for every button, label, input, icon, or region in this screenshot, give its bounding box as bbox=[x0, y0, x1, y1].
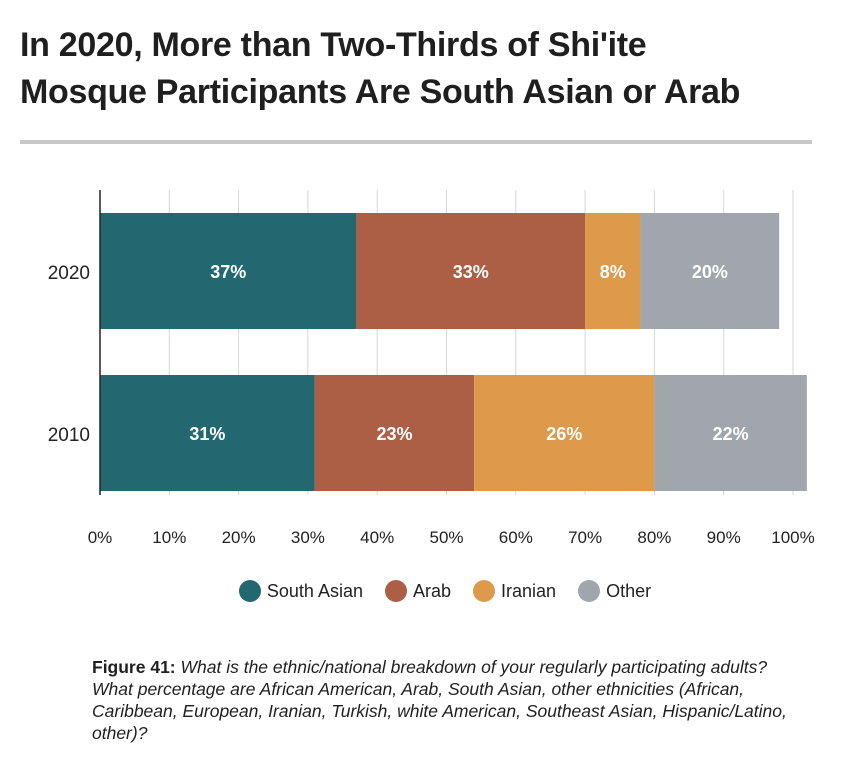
x-tick-label: 40% bbox=[360, 528, 394, 547]
legend-label-south-asian: South Asian bbox=[266, 580, 363, 601]
chart-title: In 2020, More than Two-Thirds of Shi'ite… bbox=[20, 22, 830, 116]
data-label-iranian-2010: 26% bbox=[546, 424, 582, 444]
x-tick-label: 70% bbox=[568, 528, 602, 547]
figure-caption: Figure 41: What is the ethnic/national b… bbox=[92, 656, 812, 744]
x-tick-label: 20% bbox=[222, 528, 256, 547]
stacked-bar-chart: 37% 33% 8% 20% 2020 31% 23% 26% 22% 2010 0% 10% 20% 3… bbox=[48, 190, 815, 547]
y-tick-label-2010: 2010 bbox=[48, 425, 90, 446]
x-tick-label: 0% bbox=[88, 528, 113, 547]
data-label-arab-2010: 23% bbox=[377, 424, 413, 444]
x-tick-label: 30% bbox=[291, 528, 325, 547]
bar-segment-arab-2020 bbox=[356, 213, 586, 329]
chart-title-line-2: Mosque Participants Are South Asian or A… bbox=[20, 73, 741, 111]
data-label-other-2020: 20% bbox=[692, 262, 728, 282]
chart-title-line-1: In 2020, More than Two-Thirds of Shi'ite bbox=[20, 26, 647, 64]
legend-item-arab: Arab bbox=[384, 580, 452, 602]
legend-swatch-arab bbox=[384, 580, 407, 602]
chart-legend: South Asian Arab Iranian Other bbox=[0, 580, 850, 602]
y-tick-label-2020: 2020 bbox=[48, 263, 90, 284]
legend-swatch-iranian bbox=[473, 580, 496, 602]
bar-segment-iranian-2010 bbox=[474, 375, 655, 491]
legend-label-arab: Arab bbox=[412, 580, 452, 601]
legend-item-other: Other bbox=[578, 580, 651, 602]
x-tick-label: 90% bbox=[707, 528, 741, 547]
x-tick-label: 100% bbox=[771, 528, 814, 547]
data-label-south-asian-2010: 31% bbox=[189, 424, 225, 444]
x-tick-label: 10% bbox=[152, 528, 186, 547]
legend-item-south-asian: South Asian bbox=[238, 580, 363, 602]
x-tick-label: 60% bbox=[499, 528, 533, 547]
x-tick-label: 50% bbox=[429, 528, 463, 547]
legend-swatch-south-asian bbox=[238, 580, 261, 602]
bar-segment-south-asian-2020 bbox=[100, 213, 357, 329]
legend-item-iranian: Iranian bbox=[473, 580, 556, 602]
x-tick-label: 80% bbox=[637, 528, 671, 547]
data-label-other-2010: 22% bbox=[713, 424, 749, 444]
title-divider bbox=[20, 140, 812, 144]
figure-caption-text: What is the ethnic/national breakdown of… bbox=[92, 657, 787, 743]
legend-label-other: Other bbox=[606, 580, 652, 601]
data-label-arab-2020: 33% bbox=[453, 262, 489, 282]
bar-segment-arab-2010 bbox=[314, 375, 475, 491]
data-label-iranian-2020: 8% bbox=[600, 262, 626, 282]
bar-segment-iranian-2020 bbox=[585, 213, 641, 329]
bar-segment-south-asian-2010 bbox=[100, 375, 315, 491]
legend-label-iranian: Iranian bbox=[501, 580, 557, 601]
legend-swatch-other bbox=[578, 580, 601, 602]
bar-segment-other-2020 bbox=[640, 213, 780, 329]
data-label-south-asian-2020: 37% bbox=[210, 262, 246, 282]
figure-caption-label: Figure 41: bbox=[92, 657, 176, 677]
bar-segment-other-2010 bbox=[654, 375, 807, 491]
